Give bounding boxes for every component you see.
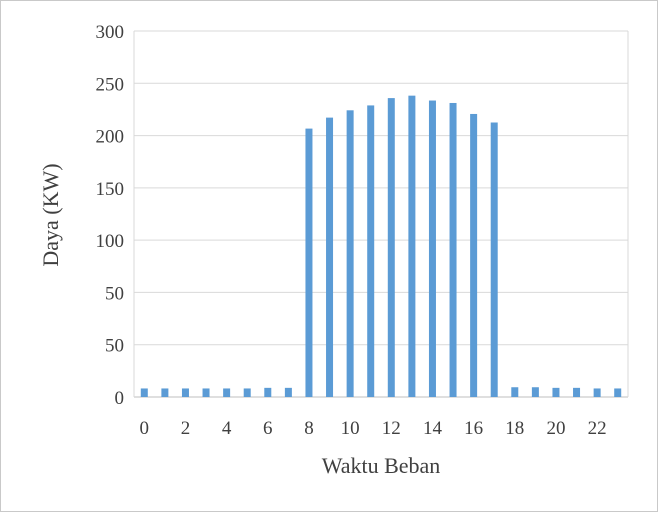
bar xyxy=(305,128,313,397)
bar xyxy=(490,122,498,397)
bar xyxy=(593,388,601,397)
bar xyxy=(223,388,231,397)
x-tick-label: 20 xyxy=(546,418,565,439)
x-tick-labels: 0 2 4 6 8 10 12 14 16 18 20 22 xyxy=(140,418,607,439)
x-tick-label: 22 xyxy=(588,418,607,439)
bar xyxy=(346,110,354,398)
bar xyxy=(181,388,189,397)
x-axis-title: Waktu Beban xyxy=(322,453,441,478)
bar xyxy=(202,388,210,397)
bar xyxy=(387,98,395,397)
x-tick-label: 18 xyxy=(505,418,524,439)
y-tick-labels: 0 50 50 100 150 200 250 300 xyxy=(96,22,125,409)
bar xyxy=(614,388,622,397)
x-tick-label: 16 xyxy=(464,418,483,439)
y-tick-label: 0 xyxy=(115,388,125,409)
x-tick-label: 0 xyxy=(140,418,150,439)
gridlines xyxy=(133,30,629,398)
bar xyxy=(531,387,539,397)
x-tick-label: 10 xyxy=(341,418,360,439)
bar xyxy=(449,102,457,397)
bar xyxy=(470,113,478,398)
bar xyxy=(264,387,272,397)
y-tick-label: 300 xyxy=(96,22,125,43)
bar xyxy=(511,387,519,397)
bar xyxy=(161,388,169,397)
x-tick-label: 14 xyxy=(423,418,443,439)
x-tick-label: 2 xyxy=(181,418,191,439)
bar xyxy=(408,95,416,397)
x-tick-label: 6 xyxy=(263,418,273,439)
y-tick-label: 50 xyxy=(105,283,124,304)
bar xyxy=(367,105,375,398)
bar xyxy=(243,388,251,397)
bar xyxy=(284,387,292,397)
bar xyxy=(552,387,560,397)
bar xyxy=(326,117,334,398)
bar xyxy=(140,388,148,397)
y-axis-title: Daya (KW) xyxy=(38,163,63,266)
bars xyxy=(140,95,622,398)
y-tick-label: 250 xyxy=(96,74,125,95)
x-tick-label: 4 xyxy=(222,418,232,439)
bar xyxy=(428,100,436,397)
y-tick-label: 200 xyxy=(96,127,125,148)
bar xyxy=(573,387,581,397)
x-tick-label: 8 xyxy=(304,418,314,439)
y-tick-label: 50 xyxy=(105,336,124,357)
y-tick-label: 150 xyxy=(96,179,125,200)
y-tick-label: 100 xyxy=(96,231,125,252)
x-tick-label: 12 xyxy=(382,418,401,439)
